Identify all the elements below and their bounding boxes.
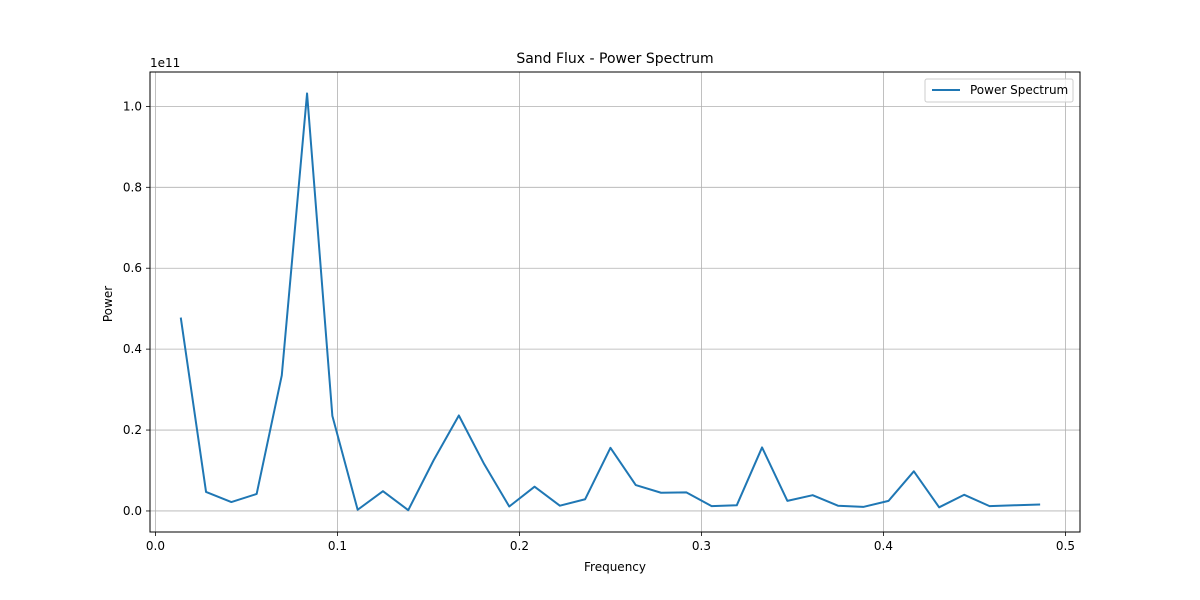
- y-tick-label: 1.0: [123, 99, 142, 113]
- x-tick-label: 0.2: [510, 539, 529, 553]
- data-point: [685, 491, 687, 493]
- data-point: [635, 484, 637, 486]
- data-point: [382, 490, 384, 492]
- data-point: [205, 491, 207, 493]
- data-point: [862, 506, 864, 508]
- x-tick-label: 0.1: [328, 539, 347, 553]
- data-point: [609, 447, 611, 449]
- y-tick-label: 0.2: [123, 423, 142, 437]
- data-point: [913, 470, 915, 472]
- grid-lines: [150, 72, 1080, 532]
- data-point: [306, 92, 308, 94]
- axis-ticks: 0.0 0.1 0.2 0.3 0.4 0.5 0.0 0.2 0.4 0.6 0.8 1.0: [123, 99, 1075, 553]
- plot-frame: [149, 71, 1081, 533]
- data-point: [281, 374, 283, 376]
- data-point: [812, 494, 814, 496]
- y-tick-label: 0.6: [123, 261, 142, 275]
- data-point: [534, 486, 536, 488]
- data-point: [963, 494, 965, 496]
- series-layer: [179, 92, 1041, 512]
- data-point: [584, 498, 586, 500]
- legend: Power Spectrum: [924, 78, 1074, 103]
- data-point: [837, 505, 839, 507]
- data-point: [1014, 504, 1016, 506]
- x-tick-label: 0.0: [146, 539, 165, 553]
- data-point: [508, 506, 510, 508]
- y-axis-label: Power: [101, 286, 115, 322]
- x-axis-label: Frequency: [584, 560, 646, 574]
- data-point: [786, 500, 788, 502]
- data-point: [180, 317, 182, 319]
- data-point: [711, 505, 713, 507]
- data-point: [989, 505, 991, 507]
- data-point: [433, 459, 435, 461]
- x-tick-label: 0.4: [874, 539, 893, 553]
- data-point: [559, 505, 561, 507]
- data-point: [888, 500, 890, 502]
- x-tick-label: 0.5: [1056, 539, 1075, 553]
- data-point: [938, 506, 940, 508]
- data-point: [357, 509, 359, 511]
- legend-box: [924, 78, 1074, 103]
- data-point: [761, 446, 763, 448]
- data-point: [230, 501, 232, 503]
- legend-label-power-spectrum: Power Spectrum: [970, 83, 1068, 97]
- data-point: [256, 493, 258, 495]
- y-offset-label: 1e11: [150, 56, 180, 70]
- data-point: [1039, 503, 1041, 505]
- y-tick-label: 0.0: [123, 504, 142, 518]
- data-point: [483, 463, 485, 465]
- data-point: [331, 415, 333, 417]
- x-tick-label: 0.3: [692, 539, 711, 553]
- data-point: [407, 509, 409, 511]
- y-tick-label: 0.8: [123, 180, 142, 194]
- data-point: [458, 414, 460, 416]
- y-tick-label: 0.4: [123, 342, 142, 356]
- data-point: [736, 504, 738, 506]
- data-point: [660, 492, 662, 494]
- series-line-power-spectrum: [179, 92, 1041, 512]
- chart-title: Sand Flux - Power Spectrum: [516, 51, 713, 67]
